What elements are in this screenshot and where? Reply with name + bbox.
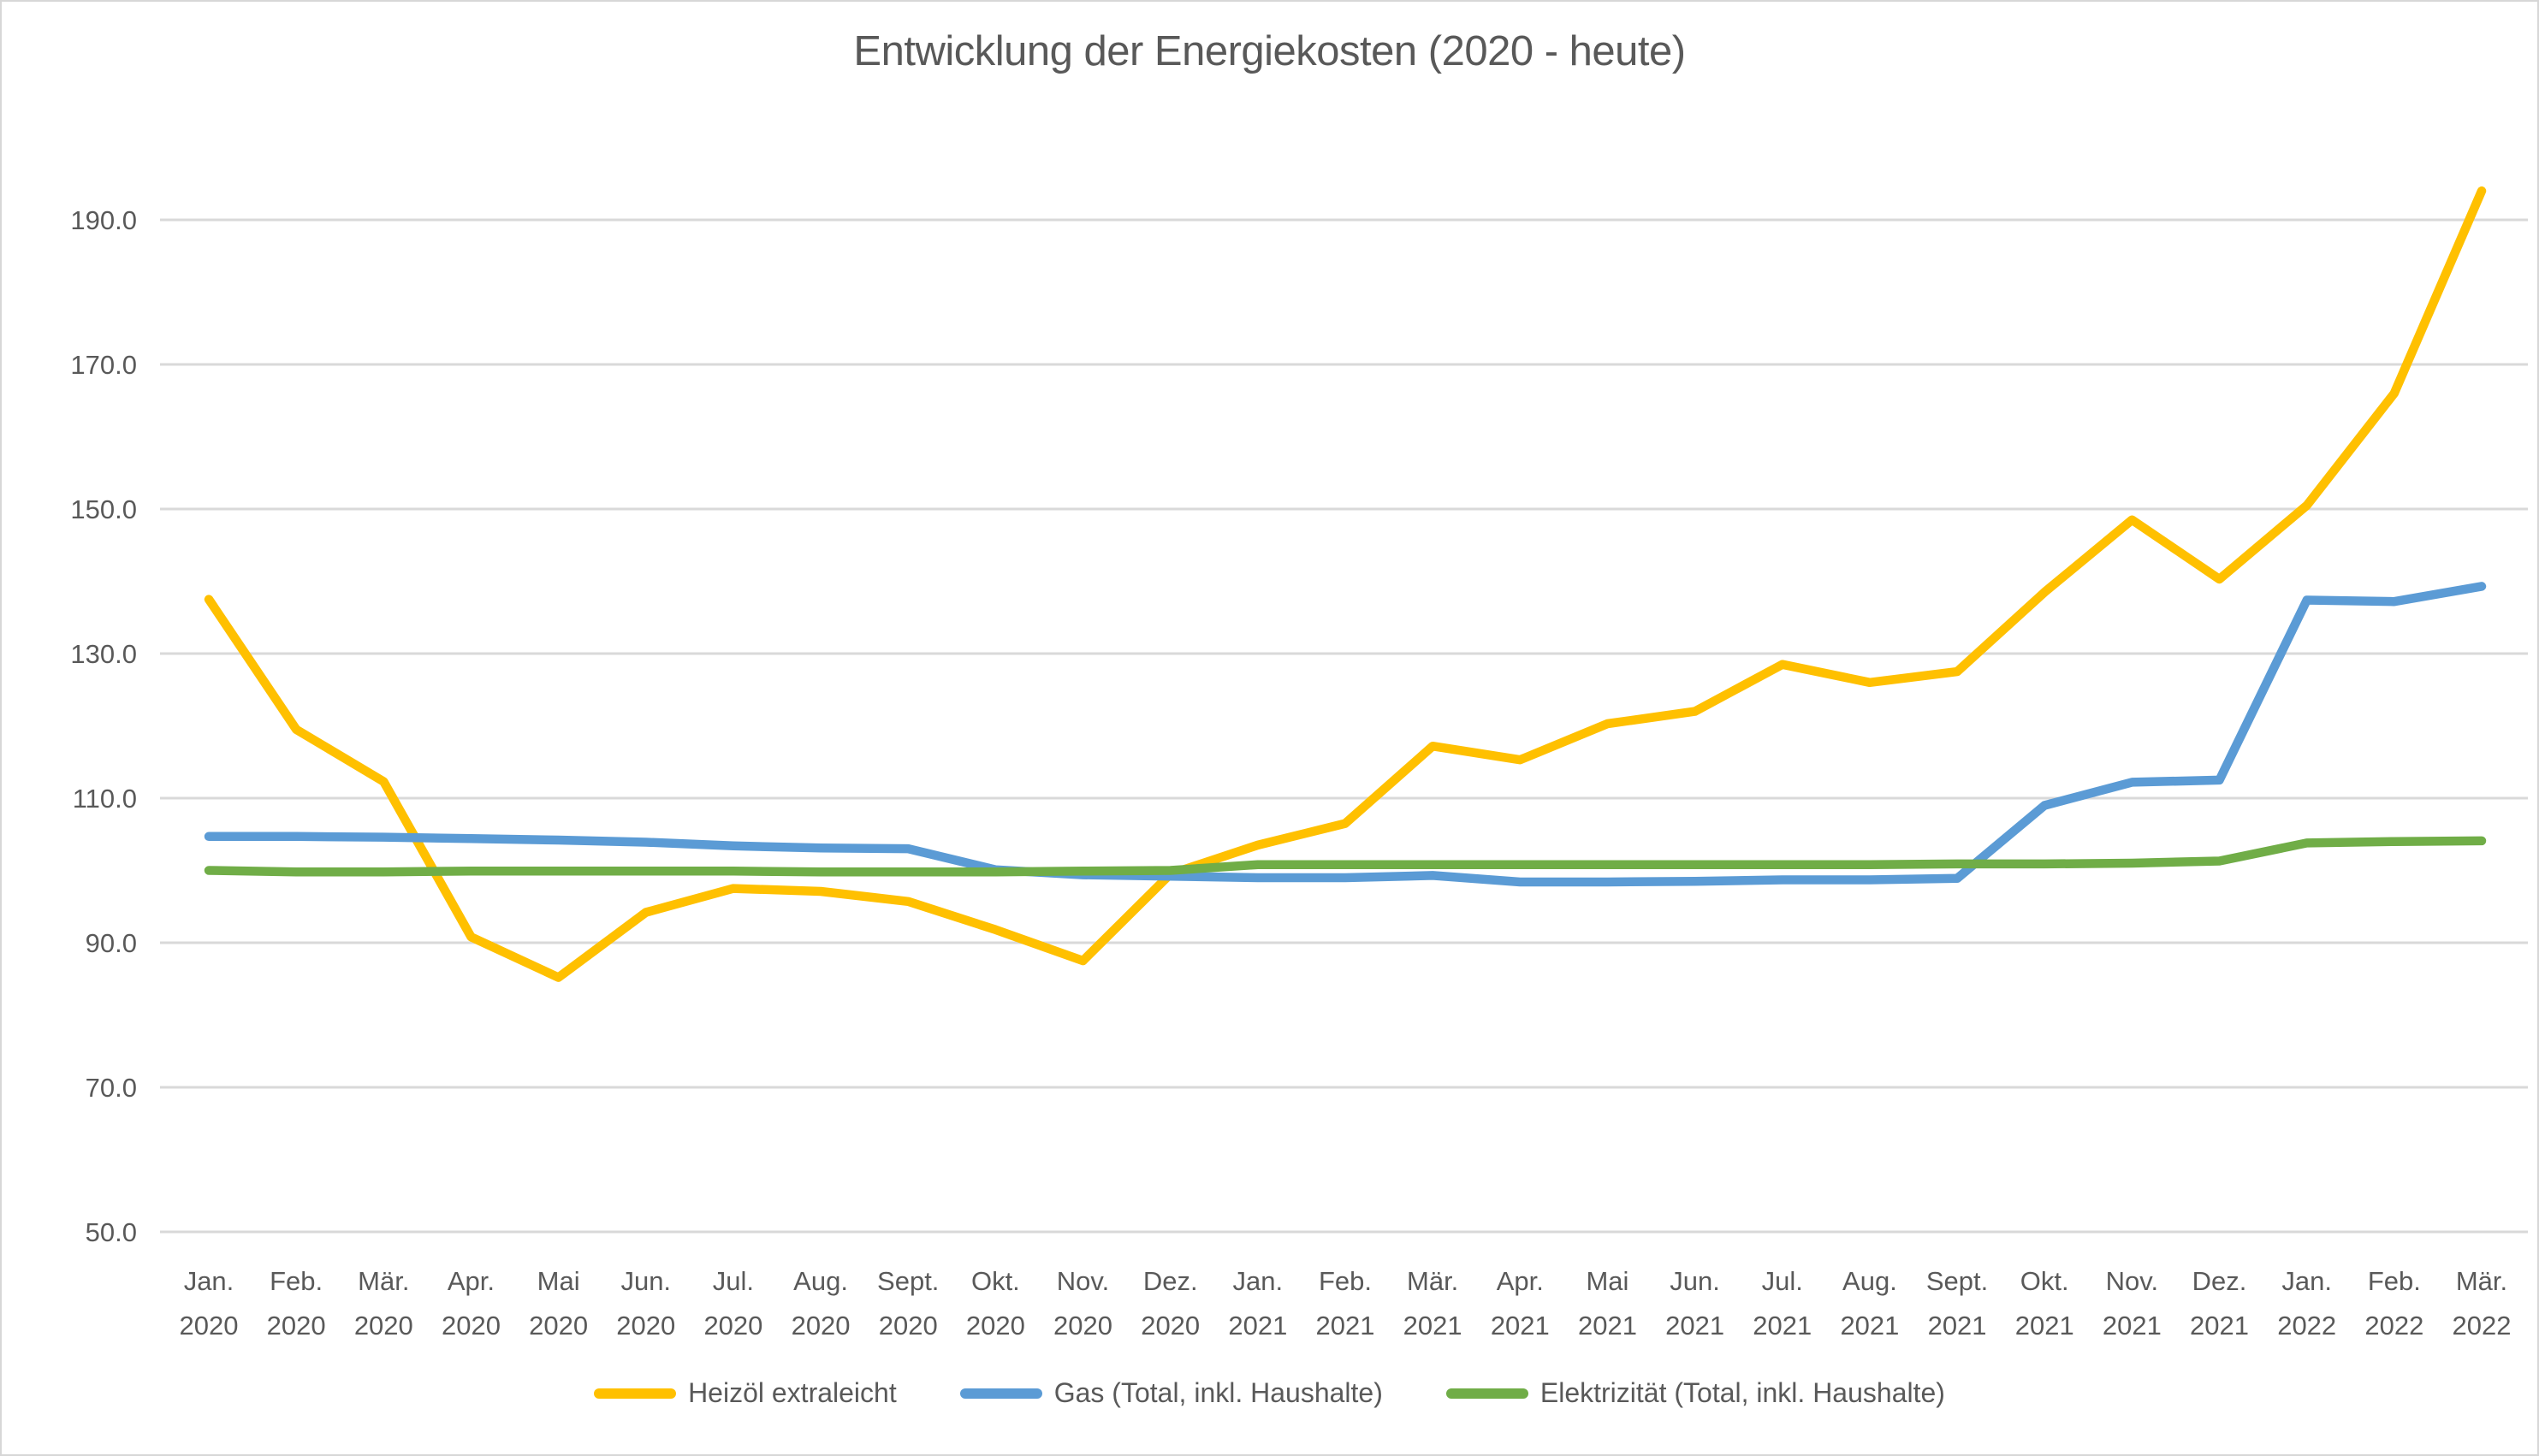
y-axis-tick-label: 190.0 <box>70 205 137 235</box>
x-axis-year-label: 2020 <box>966 1311 1025 1341</box>
x-axis-year-label: 2021 <box>2190 1311 2249 1341</box>
x-axis-year-label: 2021 <box>1753 1311 1812 1341</box>
x-axis-year-label: 2020 <box>792 1311 851 1341</box>
x-axis-month-label: Feb. <box>2368 1266 2421 1296</box>
x-axis-month-label: Nov. <box>2106 1266 2158 1296</box>
x-axis-month-label: Feb. <box>1319 1266 1372 1296</box>
x-axis-year-label: 2020 <box>1053 1311 1112 1341</box>
x-axis-year-label: 2021 <box>2103 1311 2162 1341</box>
x-axis-year-label: 2021 <box>1403 1311 1462 1341</box>
y-axis-tick-label: 70.0 <box>86 1073 137 1103</box>
x-axis-month-label: Jun. <box>1670 1266 1720 1296</box>
x-axis-year-label: 2020 <box>1141 1311 1200 1341</box>
x-axis-year-label: 2022 <box>2453 1311 2512 1341</box>
x-axis-month-label: Aug. <box>1842 1266 1897 1296</box>
chart-title: Entwicklung der Energiekosten (2020 - he… <box>853 28 1686 74</box>
x-axis-year-label: 2020 <box>180 1311 239 1341</box>
series-line-heizoel <box>204 186 2487 982</box>
x-axis-year-label: 2022 <box>2277 1311 2336 1341</box>
legend-label: Elektrizität (Total, inkl. Haushalte) <box>1539 1377 1945 1408</box>
series-line-elektrizitaet <box>204 836 2487 877</box>
legend-label: Heizöl extraleicht <box>688 1377 897 1408</box>
x-axis-year-label: 2020 <box>703 1311 762 1341</box>
legend-item-gas: Gas (Total, inkl. Haushalte) <box>959 1377 1383 1409</box>
x-axis-month-label: Mai <box>537 1266 580 1296</box>
x-axis-year-label: 2020 <box>879 1311 938 1341</box>
x-axis-month-label: Mär. <box>1407 1266 1458 1296</box>
x-axis-month-label: Dez. <box>2192 1266 2247 1296</box>
y-axis-tick-label: 170.0 <box>70 350 137 380</box>
x-axis-year-label: 2020 <box>616 1311 675 1341</box>
x-axis-month-label: Sept. <box>877 1266 939 1296</box>
x-axis-month-label: Jan. <box>1233 1266 1284 1296</box>
x-axis-month-label: Mai <box>1586 1266 1628 1296</box>
x-axis-month-label: Jun. <box>620 1266 671 1296</box>
y-axis-tick-label: 50.0 <box>86 1217 137 1247</box>
x-axis-month-label: Jan. <box>2281 1266 2332 1296</box>
x-axis-month-label: Mär. <box>358 1266 409 1296</box>
x-axis-month-label: Feb. <box>270 1266 323 1296</box>
x-axis-month-label: Apr. <box>1497 1266 1544 1296</box>
legend-line-swatch <box>1445 1388 1528 1399</box>
x-axis-month-label: Nov. <box>1057 1266 1109 1296</box>
y-axis-tick-label: 90.0 <box>86 928 137 958</box>
x-axis-year-label: 2021 <box>1316 1311 1375 1341</box>
x-axis-year-label: 2020 <box>267 1311 326 1341</box>
x-axis-year-label: 2021 <box>1928 1311 1987 1341</box>
x-axis-year-label: 2021 <box>2015 1311 2074 1341</box>
y-axis-tick-label: 150.0 <box>70 494 137 524</box>
y-axis-tick-label: 130.0 <box>70 639 137 669</box>
x-axis-year-label: 2021 <box>1665 1311 1724 1341</box>
x-axis-year-label: 2021 <box>1228 1311 1287 1341</box>
legend-item-heizoel: Heizöl extraleicht <box>594 1377 897 1409</box>
x-axis-year-label: 2020 <box>354 1311 413 1341</box>
x-axis-month-label: Okt. <box>2020 1266 2069 1296</box>
legend-line-swatch <box>959 1388 1042 1399</box>
x-axis-year-label: 2021 <box>1491 1311 1550 1341</box>
x-axis-year-label: 2021 <box>1840 1311 1899 1341</box>
series-line-gas <box>204 582 2487 887</box>
x-axis-year-label: 2020 <box>442 1311 501 1341</box>
x-axis-month-label: Jul. <box>1762 1266 1803 1296</box>
legend-item-elektrizitaet: Elektrizität (Total, inkl. Haushalte) <box>1445 1377 1945 1409</box>
x-axis-month-label: Jan. <box>184 1266 234 1296</box>
x-axis-month-label: Dez. <box>1143 1266 1198 1296</box>
legend-line-swatch <box>594 1388 677 1399</box>
x-axis-year-label: 2021 <box>1578 1311 1637 1341</box>
x-axis-year-label: 2020 <box>529 1311 588 1341</box>
x-axis-year-label: 2022 <box>2364 1311 2423 1341</box>
legend: Heizöl extraleicht Gas (Total, inkl. Haus… <box>2 1377 2537 1409</box>
x-axis-month-label: Apr. <box>448 1266 495 1296</box>
x-axis-month-label: Sept. <box>1926 1266 1988 1296</box>
x-axis-month-label: Aug. <box>793 1266 848 1296</box>
x-axis-month-label: Jul. <box>713 1266 754 1296</box>
x-axis-month-label: Mär. <box>2456 1266 2507 1296</box>
x-axis-month-label: Okt. <box>971 1266 1020 1296</box>
y-axis-tick-label: 110.0 <box>73 784 137 814</box>
legend-label: Gas (Total, inkl. Haushalte) <box>1053 1377 1383 1408</box>
